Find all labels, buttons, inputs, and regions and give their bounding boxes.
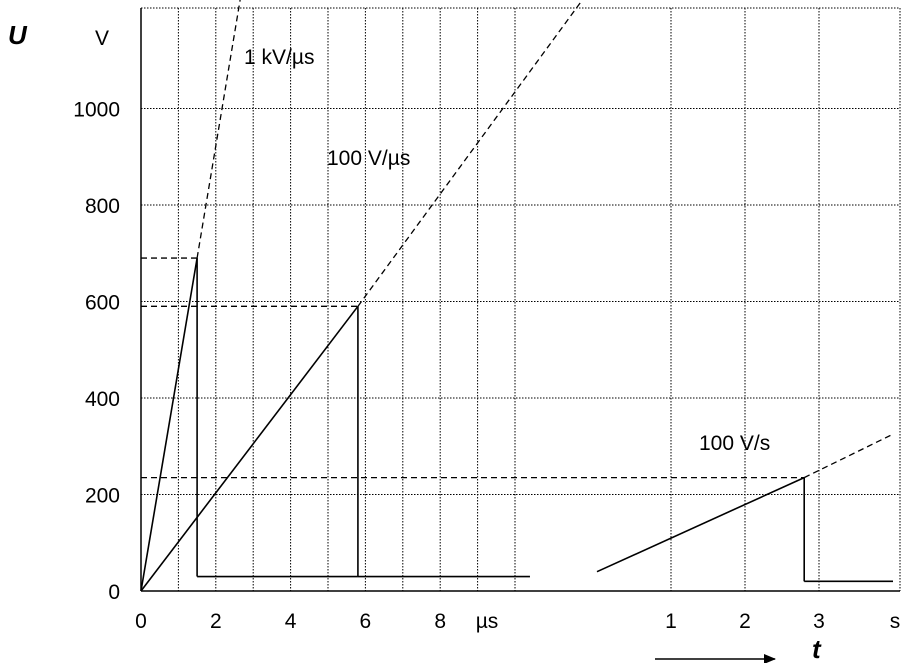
rate-label-100-v-s: 100 V/s — [699, 432, 770, 455]
x-tick-label-us-2: 2 — [210, 610, 222, 633]
y-tick-label-600: 600 — [85, 292, 120, 315]
ramp-line-1-kv-s — [140, 257, 198, 592]
x-tick-label-s-2: 2 — [739, 610, 751, 633]
tick-labels: 0 200 400 600 800 1000 0 2 4 6 8 µs 1 2 3 s — [73, 99, 900, 634]
y-axis-unit-label: V — [95, 27, 109, 50]
ramp-line-100-v-s — [596, 476, 805, 573]
axes — [140, 8, 900, 592]
y-tick-label-1000: 1000 — [73, 99, 120, 122]
grid — [141, 7, 901, 591]
y-axis-variable-label: U — [8, 20, 28, 50]
x-unit-label-s: s — [890, 610, 901, 633]
rate-label-1-kv-s: 1 kV/µs — [244, 46, 314, 69]
y-tick-label-800: 800 — [85, 195, 120, 218]
y-tick-label-400: 400 — [85, 388, 120, 411]
y-tick-label-200: 200 — [85, 485, 120, 508]
annotations: 1 kV/µs 100 V/µs 100 V/s — [244, 46, 770, 455]
x-tick-label-s-3: 3 — [813, 610, 825, 633]
x-tick-label-us-8: 8 — [434, 610, 446, 633]
x-tick-label-s-1: 1 — [665, 610, 677, 633]
y-tick-label-0: 0 — [108, 581, 120, 604]
extrapolation-line-100-v-s — [803, 433, 894, 479]
extrapolation-line-100-v-s — [357, 0, 583, 307]
rate-label-100-v-s: 100 V/µs — [327, 147, 410, 170]
ramp-line-100-v-s — [140, 305, 359, 592]
x-unit-label-us: µs — [476, 610, 499, 633]
x-tick-label-us-6: 6 — [360, 610, 372, 633]
x-tick-label-us-4: 4 — [285, 610, 297, 633]
x-tick-label-us-0: 0 — [135, 610, 147, 633]
x-axis-variable-label: t — [812, 634, 822, 663]
extrapolation-line-1-kv-s — [196, 0, 241, 259]
series-group — [140, 0, 894, 592]
